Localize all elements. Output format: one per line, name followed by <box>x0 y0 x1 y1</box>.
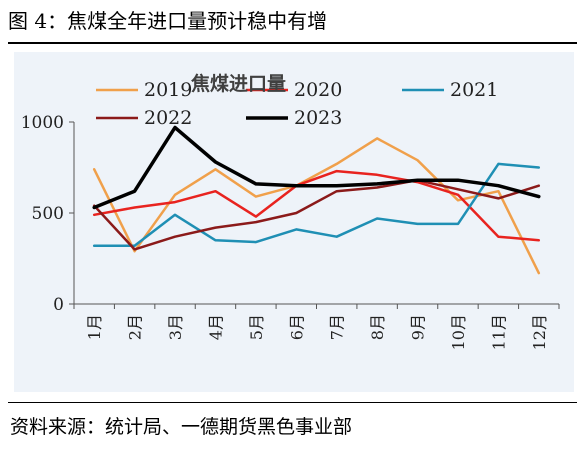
x-tick-label: 11月 <box>489 314 508 350</box>
series-line-2019 <box>92 137 541 275</box>
x-tick-label: 7月 <box>328 314 347 340</box>
series-line-2022 <box>92 178 541 251</box>
legend-label-2023: 2023 <box>294 107 342 129</box>
legend-label-2019: 2019 <box>144 79 192 101</box>
series-line-2023 <box>92 125 541 210</box>
line-chart: 0 500 1000 1月 2月 3月 4月 5月 6月 7月 8月 9月 10月 11月 12月 2019 2… <box>21 72 560 350</box>
y-tick-label: 1000 <box>21 113 64 133</box>
x-tick-label: 8月 <box>368 314 387 340</box>
series-line-2021 <box>92 162 541 248</box>
x-tick-label: 4月 <box>206 314 225 340</box>
figure-title: 图 4：焦煤全年进口量预计稳中有增 <box>8 9 328 33</box>
x-tick-label: 5月 <box>247 314 266 340</box>
x-tick-label: 12月 <box>530 314 549 350</box>
legend-label-2021: 2021 <box>450 79 498 101</box>
x-tick-label: 1月 <box>85 314 104 340</box>
legend-label-2022: 2022 <box>144 107 192 129</box>
legend-label-2020: 2020 <box>294 79 342 101</box>
chart-title: 焦煤进口量 <box>190 72 286 95</box>
series-line-2020 <box>92 169 541 242</box>
x-tick-label: 10月 <box>449 314 468 350</box>
y-tick-label: 500 <box>32 204 64 224</box>
x-tick-label: 6月 <box>287 314 306 340</box>
y-tick-label: 0 <box>53 295 64 315</box>
x-tick-label: 2月 <box>126 314 145 340</box>
chart-panel: 0 500 1000 1月 2月 3月 4月 5月 6月 7月 8月 9月 10月 11月 12月 2019 2… <box>14 52 574 392</box>
source-note: 资料来源：统计局、一德期货黑色事业部 <box>10 416 353 438</box>
x-tick-label: 9月 <box>409 314 428 340</box>
bottom-divider <box>8 402 577 403</box>
top-divider <box>8 42 577 44</box>
x-tick-label: 3月 <box>166 314 185 340</box>
